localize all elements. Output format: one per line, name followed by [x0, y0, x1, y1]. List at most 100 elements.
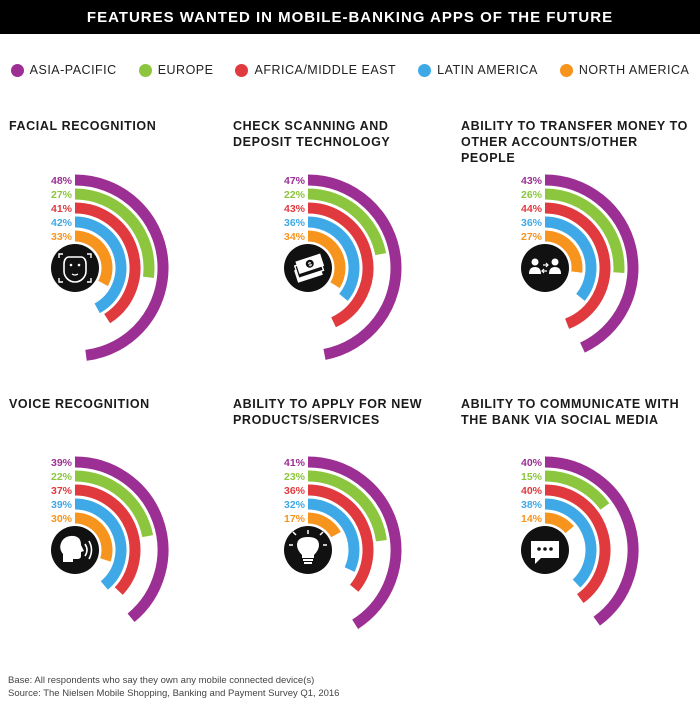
value-label-latin-america: 36% [284, 217, 306, 229]
lightbulb-icon [284, 526, 332, 574]
legend-swatch-asia-pacific [10, 63, 24, 77]
panel-title-line: PRODUCTS/SERVICES [233, 413, 380, 427]
value-label-latin-america: 36% [521, 217, 543, 229]
value-label-asia-pacific: 48% [51, 175, 73, 187]
value-label-north-america: 34% [284, 231, 306, 243]
arc-north-america [307, 230, 346, 289]
value-label-north-america: 27% [521, 231, 543, 243]
arc-europe [74, 470, 154, 538]
arc-north-america [544, 230, 583, 273]
arc-latin-america [307, 498, 360, 572]
value-label-asia-pacific: 39% [51, 457, 73, 469]
value-label-africa-middle-east: 41% [51, 203, 73, 215]
value-label-latin-america: 38% [521, 499, 543, 511]
panel-title-line: VOICE RECOGNITION [9, 397, 150, 411]
legend-label-asia-pacific: ASIA-PACIFIC [29, 63, 117, 77]
legend-swatch-north-america [559, 63, 573, 77]
arc-asia-pacific [307, 456, 402, 629]
value-label-europe: 27% [51, 189, 73, 201]
radial-chart-5: 41% 23% 36% 32% 17% [284, 456, 402, 629]
svg-text:$: $ [308, 262, 314, 269]
arc-africa-middle-east [74, 484, 141, 595]
panel-title-facial-recognition: FACIAL RECOGNITION [9, 118, 239, 134]
legend-item-latin-america: LATIN AMERICA [418, 63, 538, 77]
arc-north-america [544, 512, 574, 534]
panel-title-money-transfer: ABILITY TO TRANSFER MONEY TO OTHER ACCOU… [461, 118, 691, 166]
arc-latin-america [544, 498, 597, 588]
radial-chart-6: 40% 15% 40% 38% 14% [521, 456, 639, 626]
legend-item-europe: EUROPE [138, 63, 214, 77]
panel-title-social-media: ABILITY TO COMMUNICATE WITH THE BANK VIA… [461, 396, 691, 428]
arc-asia-pacific [544, 174, 639, 353]
panel-title-apply-products: ABILITY TO APPLY FOR NEW PRODUCTS/SERVIC… [233, 396, 463, 428]
value-label-europe: 15% [521, 471, 543, 483]
arc-asia-pacific [307, 174, 402, 360]
value-label-latin-america: 39% [51, 499, 73, 511]
value-label-asia-pacific: 41% [284, 457, 306, 469]
legend-item-north-america: NORTH AMERICA [559, 63, 690, 77]
value-label-africa-middle-east: 43% [284, 203, 306, 215]
value-label-asia-pacific: 47% [284, 175, 306, 187]
panel-title-line: OTHER ACCOUNTS/OTHER PEOPLE [461, 135, 638, 165]
value-label-north-america: 30% [51, 513, 73, 525]
arc-asia-pacific [74, 174, 169, 361]
arc-north-america [74, 512, 113, 562]
arc-africa-middle-east [307, 484, 374, 592]
panel-title-line: CHECK SCANNING AND [233, 119, 389, 133]
legend-label-north-america: NORTH AMERICA [578, 63, 690, 77]
arc-africa-middle-east [544, 484, 611, 603]
value-label-africa-middle-east: 37% [51, 485, 73, 497]
arc-asia-pacific [544, 456, 639, 626]
value-label-africa-middle-east: 44% [521, 203, 543, 215]
arc-africa-middle-east [74, 202, 141, 324]
panel-title-line: ABILITY TO TRANSFER MONEY TO [461, 119, 689, 133]
value-label-europe: 22% [51, 471, 73, 483]
radial-chart-1: 48% 27% 41% 42% 33% [51, 174, 169, 361]
arc-north-america [74, 230, 113, 287]
panel-title-check-scanning: CHECK SCANNING AND DEPOSIT TECHNOLOGY [233, 118, 463, 150]
value-label-north-america: 14% [521, 513, 543, 525]
value-label-europe: 22% [284, 189, 306, 201]
arc-latin-america [544, 216, 597, 301]
value-label-north-america: 17% [284, 513, 306, 525]
panel-title-line: FACIAL RECOGNITION [9, 119, 157, 133]
panel-title-line: ABILITY TO APPLY FOR NEW [233, 397, 423, 411]
value-label-europe: 26% [521, 189, 543, 201]
chat-bubble-icon [521, 526, 569, 574]
legend-label-latin-america: LATIN AMERICA [437, 63, 538, 77]
panel-title-voice-recognition: VOICE RECOGNITION [9, 396, 239, 412]
value-label-asia-pacific: 40% [521, 457, 543, 469]
arc-latin-america [74, 216, 127, 314]
legend-item-africa-middle-east: AFRICA/MIDDLE EAST [235, 63, 396, 77]
arc-africa-middle-east [307, 202, 374, 328]
footer-base: Base: All respondents who say they own a… [8, 675, 315, 686]
value-label-latin-america: 42% [51, 217, 73, 229]
face-scan-icon [51, 244, 99, 292]
legend-swatch-europe [138, 63, 152, 77]
arc-latin-america [74, 498, 127, 590]
panel-title-line: DEPOSIT TECHNOLOGY [233, 135, 391, 149]
value-label-latin-america: 32% [284, 499, 306, 511]
legend-item-asia-pacific: ASIA-PACIFIC [10, 63, 117, 77]
voice-icon [51, 526, 99, 574]
value-label-asia-pacific: 43% [521, 175, 543, 187]
legend-swatch-africa-middle-east [235, 63, 249, 77]
arc-asia-pacific [74, 456, 169, 623]
arc-europe [74, 188, 155, 278]
legend-label-africa-middle-east: AFRICA/MIDDLE EAST [254, 63, 397, 77]
radial-chart-2: 47% 22% 43% 36% 34% [284, 174, 402, 360]
panel-title-line: ABILITY TO COMMUNICATE WITH [461, 397, 680, 411]
legend-label-europe: EUROPE [157, 63, 214, 77]
money-transfer-icon [521, 244, 569, 292]
arc-latin-america [307, 216, 360, 301]
value-label-north-america: 33% [51, 231, 73, 243]
value-label-africa-middle-east: 36% [284, 485, 306, 497]
radial-chart-3: 43% 26% 44% 36% 27% [521, 174, 639, 353]
value-label-europe: 23% [284, 471, 306, 483]
footer-source: Source: The Nielsen Mobile Shopping, Ban… [8, 688, 340, 699]
arc-north-america [307, 512, 341, 538]
cash-check-icon: $ [284, 244, 332, 292]
panel-title-line: THE BANK VIA SOCIAL MEDIA [461, 413, 659, 427]
value-label-africa-middle-east: 40% [521, 485, 543, 497]
